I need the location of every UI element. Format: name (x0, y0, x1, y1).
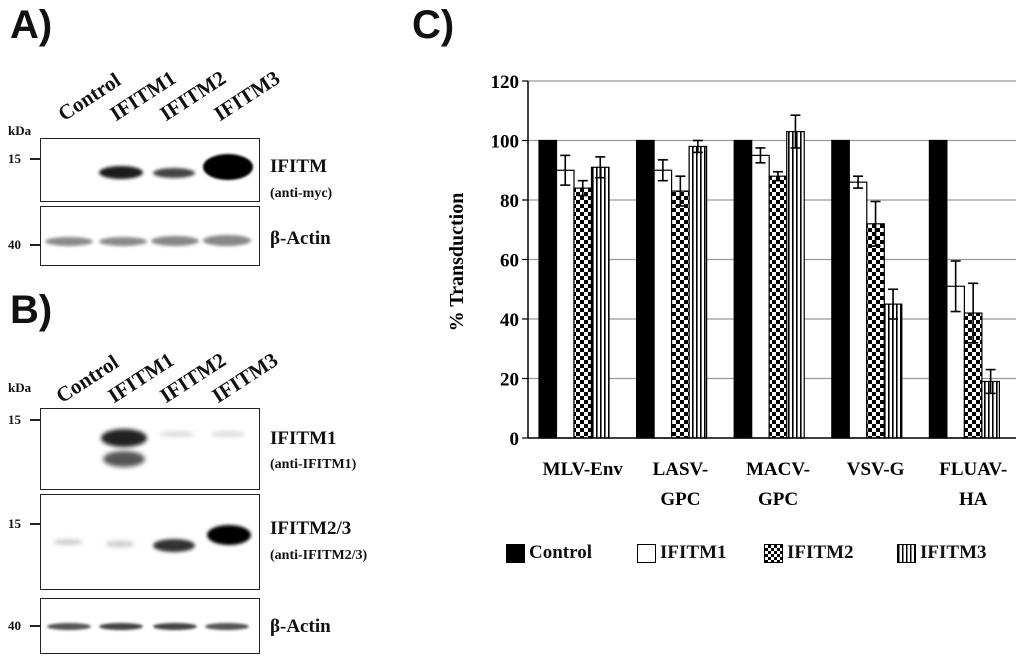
bar-ifitm3 (590, 166, 610, 439)
band-faint (53, 539, 83, 545)
legend-label: IFITM2 (787, 542, 854, 563)
x-category-label: LASV- (653, 459, 709, 480)
bar-ifitm1 (555, 169, 575, 439)
blot-ifitm23 (40, 494, 260, 590)
y-tick-label: 100 (491, 132, 520, 153)
y-tick-label: 120 (491, 72, 520, 93)
antibody-detail-anti-ifitm1: (anti-IFITM1) (270, 457, 357, 472)
x-category-label: MACV- (746, 459, 810, 480)
panel-b-letter: B) (10, 288, 53, 332)
marker-tick (30, 419, 40, 421)
marker-tick (30, 244, 40, 246)
marker-15-b1: 15 (8, 412, 21, 427)
legend-item-ifitm1: IFITM1 (637, 542, 727, 564)
y-tick-label: 60 (500, 251, 519, 272)
y-tick-label: 80 (500, 191, 519, 212)
x-category-label: VSV-G (847, 459, 905, 480)
y-axis-label: % Transduction (446, 193, 468, 332)
bar-control (538, 139, 558, 439)
panel-a-letter: A) (10, 3, 53, 47)
band-ifitm1-lower (103, 451, 145, 467)
bar-ifitm2 (866, 223, 885, 439)
marker-15-b2: 15 (8, 516, 21, 531)
band-ifitm3 (203, 154, 253, 180)
blot-actin-a (40, 206, 260, 266)
bar-ifitm1 (751, 154, 770, 439)
x-category-label: FLUAV- (939, 459, 1007, 480)
y-tick-label: 40 (500, 310, 519, 331)
marker-40-b: 40 (8, 618, 21, 633)
marker-15-a: 15 (8, 151, 21, 166)
antibody-label-actin-b: β-Actin (270, 616, 331, 637)
x-category-label: MLV-Env (543, 459, 624, 480)
band-actin (45, 237, 93, 246)
marker-tick (30, 625, 40, 627)
antibody-label-ifitm: IFITM (270, 156, 327, 177)
legend-item-ifitm2: IFITM2 (764, 542, 854, 564)
bar-control (831, 139, 850, 439)
band-actin (205, 623, 249, 630)
kda-label-b: kDa (8, 380, 32, 395)
marker-40-a: 40 (8, 237, 21, 252)
bar-ifitm2 (670, 190, 690, 439)
bar-control (733, 139, 753, 439)
legend-label: IFITM1 (660, 542, 727, 563)
band-actin (99, 237, 147, 246)
x-category-label: GPC (660, 489, 700, 510)
legend-item-control: Control (506, 542, 592, 564)
bar-control (635, 139, 655, 439)
blot-ifitm-myc (40, 138, 260, 202)
band-actin (47, 623, 91, 630)
bar-ifitm2 (573, 187, 593, 439)
marker-tick (30, 523, 40, 525)
band-actin (151, 236, 199, 246)
band-faint (105, 541, 135, 547)
panel-c-letter: C) (412, 3, 455, 47)
y-tick-label: 0 (510, 429, 520, 450)
bar-ifitm3 (883, 303, 903, 439)
blot-ifitm1 (40, 408, 260, 490)
antibody-detail-anti-myc: (anti-myc) (270, 186, 333, 201)
legend-label: Control (529, 542, 592, 563)
antibody-label-ifitm1: IFITM1 (270, 428, 337, 449)
antibody-label-ifitm23: IFITM2/3 (270, 518, 352, 539)
bar-ifitm2 (768, 175, 788, 439)
bar-control (928, 139, 948, 439)
kda-label-a: kDa (8, 123, 32, 138)
band-ifitm2 (153, 168, 195, 178)
x-category-label: HA (959, 489, 988, 510)
band-faint (211, 431, 245, 437)
bar-ifitm3 (688, 145, 708, 439)
legend-swatch-solid-icon (506, 543, 525, 563)
bar-ifitm3 (786, 130, 805, 439)
blot-actin-b (40, 598, 260, 654)
x-category-label: GPC (758, 489, 798, 510)
marker-tick (30, 158, 40, 160)
band-ifitm1-upper (101, 429, 147, 447)
band-ifitm2 (153, 539, 195, 552)
band-faint (159, 431, 195, 437)
legend-item-ifitm3: IFITM3 (897, 542, 987, 564)
band-ifitm3 (207, 525, 251, 545)
band-actin (99, 623, 143, 630)
legend-swatch-checker-icon (764, 543, 783, 563)
band-ifitm1 (99, 166, 143, 179)
bar-ifitm1 (848, 181, 868, 439)
legend-label: IFITM3 (920, 542, 987, 563)
legend-swatch-white-icon (637, 543, 656, 563)
bar-ifitm1 (653, 169, 673, 439)
antibody-detail-anti-ifitm23: (anti-IFITM2/3) (270, 548, 368, 563)
y-tick-label: 20 (500, 370, 519, 391)
legend-swatch-stripe-icon (897, 543, 916, 563)
band-actin (153, 623, 197, 630)
antibody-label-actin-a: β-Actin (270, 228, 331, 249)
band-actin (203, 235, 251, 246)
